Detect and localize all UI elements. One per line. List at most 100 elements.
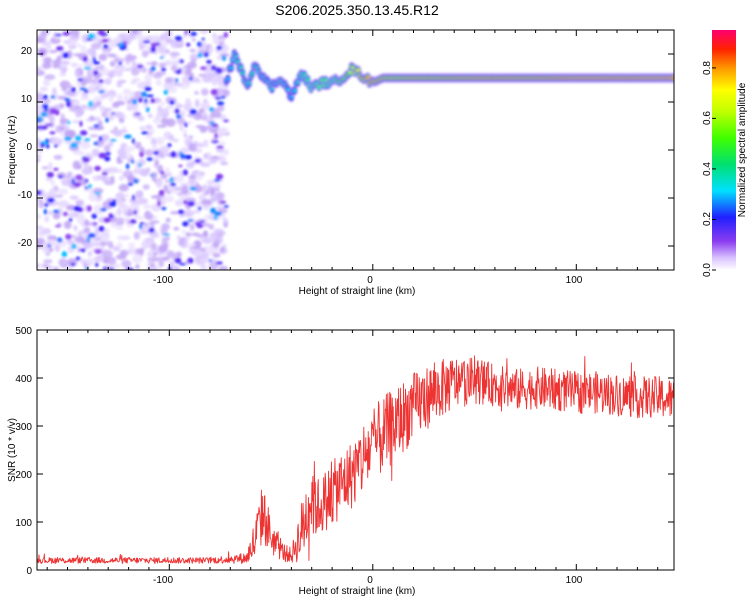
heatmap-cell: [174, 199, 184, 207]
heatmap-cell: [125, 193, 130, 198]
heatmap-cell: [200, 263, 207, 270]
heatmap-cell: [103, 44, 109, 49]
x-tick-label: 0: [367, 275, 373, 286]
heatmap-cell: [163, 184, 168, 193]
heatmap-cell: [195, 255, 201, 262]
heatmap-cell: [170, 64, 178, 72]
heatmap-cell: [133, 209, 137, 215]
heatmap-cell: [42, 243, 49, 251]
snr-panel: 0 100 200 300 400 500 -100 0 100 Height …: [7, 326, 675, 597]
heatmap-cell: [85, 257, 95, 266]
heatmap-cell: [83, 60, 93, 68]
heatmap-cell: [65, 83, 72, 89]
y-tick-label: -10: [18, 190, 33, 201]
heatmap-cell: [46, 235, 57, 241]
heatmap-cell: [85, 179, 89, 183]
heatmap-cell: [194, 155, 199, 159]
heatmap-cell: [212, 253, 221, 258]
heatmap-cell: [165, 236, 170, 241]
heatmap-cell: [348, 71, 352, 74]
heatmap-cell: [218, 126, 229, 135]
heatmap-cell: [94, 228, 100, 237]
heatmap-cell: [212, 239, 221, 244]
heatmap-cell: [95, 197, 102, 202]
heatmap-cell: [200, 190, 206, 194]
heatmap-cell: [136, 64, 144, 69]
heatmap-cell: [54, 144, 58, 148]
colorbar-tick-label: 0.0: [702, 263, 713, 277]
heatmap-cell: [84, 89, 89, 94]
heatmap-cell: [87, 233, 96, 238]
heatmap-cell: [43, 259, 53, 264]
heatmap-cell: [70, 262, 76, 267]
heatmap-cell: [202, 75, 212, 83]
heatmap-cell: [114, 100, 126, 106]
heatmap-cell: [140, 91, 147, 98]
heatmap-cell: [201, 112, 206, 117]
heatmap-cell: [109, 214, 114, 219]
heatmap-cell: [195, 125, 205, 129]
heatmap-cell: [94, 249, 102, 254]
heatmap-cell: [37, 190, 42, 196]
heatmap-cell: [201, 199, 213, 205]
heatmap-cell: [53, 156, 63, 160]
heatmap-cell: [173, 226, 180, 231]
heatmap-cell: [37, 213, 42, 220]
heatmap-cell: [45, 41, 52, 50]
heatmap-blur-group: [37, 30, 674, 270]
snr-series-line: [37, 355, 674, 565]
heatmap-cell: [173, 82, 183, 87]
heatmap-cell: [194, 221, 201, 226]
heatmap-cell: [58, 258, 68, 267]
heatmap-cell: [148, 227, 155, 233]
heatmap-cell: [146, 267, 158, 270]
x-tick-label: 100: [566, 575, 583, 586]
heatmap-cell: [152, 72, 163, 79]
heatmap-cell: [61, 87, 68, 92]
heatmap-cell: [105, 117, 109, 123]
heatmap-cell: [200, 66, 207, 71]
heatmap-cell: [37, 225, 44, 231]
heatmap-cell: [74, 69, 80, 78]
heatmap-cell: [117, 168, 124, 174]
heatmap-cell: [149, 263, 155, 267]
heatmap-cell: [72, 119, 80, 124]
heatmap-cell: [87, 184, 92, 189]
heatmap-cell: [53, 167, 59, 171]
heatmap-cell: [155, 179, 163, 188]
heatmap-cell: [162, 256, 170, 261]
heatmap-cell: [66, 101, 71, 108]
colorbar-tick-label: 0.6: [702, 111, 713, 125]
heatmap-cell: [190, 181, 195, 188]
heatmap-cell: [210, 65, 217, 71]
heatmap-cell: [147, 128, 156, 133]
heatmap-cell: [109, 267, 115, 270]
heatmap-cell: [74, 236, 85, 243]
heatmap-cell: [77, 78, 83, 82]
heatmap-cell: [40, 142, 45, 148]
heatmap-cell: [98, 64, 104, 71]
heatmap-cell: [38, 200, 45, 209]
heatmap-cell: [108, 39, 118, 48]
heatmap-cell: [203, 98, 208, 103]
heatmap-cell: [199, 247, 206, 252]
heatmap-cell: [160, 170, 165, 175]
heatmap-cell: [58, 200, 69, 208]
colorbar: 0.0 0.2 0.4 0.6 0.8 Normalized spectral …: [702, 30, 748, 277]
x-tick-label: -100: [153, 275, 173, 286]
heatmap-cell: [161, 206, 167, 211]
heatmap-cell: [215, 173, 224, 180]
heatmap-cell: [76, 245, 82, 254]
heatmap-cell: [93, 141, 99, 146]
heatmap-cell: [185, 98, 192, 107]
heatmap-cell: [37, 37, 46, 43]
heatmap-cell: [116, 242, 123, 249]
heatmap-cell: [185, 232, 192, 237]
heatmap-cell: [143, 222, 148, 228]
heatmap-cell: [103, 144, 111, 153]
heatmap-cell: [54, 244, 61, 252]
heatmap-cell: [98, 225, 105, 232]
colorbar-tick-label: 0.8: [702, 61, 713, 75]
heatmap-cell: [180, 147, 189, 154]
heatmap-cell: [50, 179, 55, 186]
